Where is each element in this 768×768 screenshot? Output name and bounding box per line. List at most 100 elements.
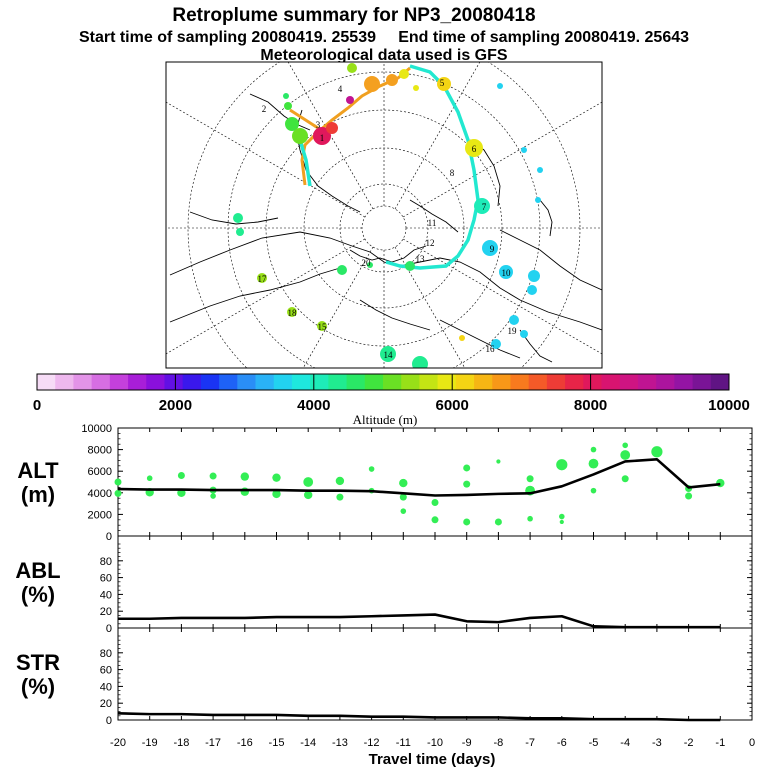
cluster-number-label: 8 [450, 168, 455, 178]
x-tick-label: -17 [205, 737, 221, 749]
cluster-marker [465, 139, 483, 157]
y-axis-label: ALT [17, 458, 59, 483]
cluster-number-label: 18 [288, 308, 298, 318]
panel-abl: 0 20 40 60 80 ABL(%) [15, 535, 753, 635]
cluster-number-label: 4 [338, 84, 343, 94]
colorbar-swatch [346, 374, 366, 390]
x-tick-label: -16 [237, 737, 253, 749]
y-axis-label: STR [16, 650, 60, 675]
coastline [349, 245, 427, 263]
cluster-number-label: 14 [384, 350, 394, 360]
y-tick-label: 8000 [88, 445, 112, 457]
colorbar-swatch [219, 374, 238, 390]
time-series-panels: 0200040006000800010000ALT(m)020406080ABL… [15, 423, 755, 749]
x-tick-label: -15 [269, 737, 285, 749]
scatter-point [463, 464, 471, 472]
colorbar-swatch [128, 374, 147, 390]
cluster-marker [535, 197, 541, 203]
x-tick-label: -6 [557, 737, 567, 749]
scatter-point [240, 472, 249, 481]
cluster-number-label: 7 [482, 202, 487, 212]
x-tick-label: -12 [364, 737, 380, 749]
cluster-marker [367, 262, 373, 268]
colorbar-swatch [255, 374, 275, 390]
cluster-number-label: 12 [426, 238, 435, 248]
cluster-marker [287, 307, 297, 317]
y-axis-unit: (%) [21, 674, 55, 699]
cluster-marker [346, 96, 354, 104]
colorbar-swatch [273, 374, 293, 390]
cluster-marker [313, 127, 331, 145]
figure-title: Retroplume summary for NP3_20080418 [172, 5, 535, 26]
x-tick-label: -20 [110, 737, 126, 749]
scatter-point [463, 480, 471, 488]
panel-str: 0 20 40 60 80 STR(%) [16, 627, 753, 727]
colorbar-swatch [710, 374, 730, 390]
y-tick-label: 0 [106, 715, 112, 727]
scatter-point [685, 492, 693, 500]
cluster-number-label: 5 [440, 78, 445, 88]
coastline [189, 211, 279, 225]
cluster-marker [537, 167, 543, 173]
colorbar-swatch [328, 374, 347, 390]
y-tick-label: 40 [100, 681, 112, 693]
colorbar-swatch [656, 374, 675, 390]
cluster-number-label: 20 [362, 258, 372, 268]
cluster-marker [317, 321, 327, 331]
scatter-point [559, 519, 564, 525]
scatter-point [559, 513, 565, 520]
colorbar-swatch [492, 374, 511, 390]
cluster-marker [326, 122, 338, 134]
cluster-number-label: 15 [318, 322, 328, 332]
coastline [539, 199, 553, 237]
y-tick-label: 60 [100, 573, 112, 585]
scatter-point [177, 472, 185, 480]
scatter-point [527, 515, 533, 522]
scatter-point [590, 446, 597, 453]
map-frame [165, 61, 603, 369]
cluster-marker [285, 117, 299, 131]
scatter-point [496, 459, 501, 464]
scatter-point [463, 518, 471, 526]
colorbar-swatch [383, 374, 402, 390]
colorbar-swatch [237, 374, 256, 390]
cluster-marker [347, 63, 357, 73]
cluster-marker [233, 213, 243, 223]
cluster-number-label: 1 [320, 133, 325, 143]
cluster-marker [337, 265, 347, 275]
colorbar-swatch [291, 374, 311, 390]
colorbar-swatch [91, 374, 111, 390]
cluster-number-label: 13 [416, 254, 426, 264]
x-tick-label: -14 [300, 737, 316, 749]
colorbar-title: Altitude (m) [353, 412, 418, 427]
meridian-line [302, 246, 374, 368]
colorbar-swatch [674, 374, 693, 390]
scatter-point [272, 489, 281, 499]
scatter-point [621, 475, 629, 483]
scatter-point [240, 487, 249, 496]
coastline [499, 229, 602, 291]
cluster-marker [236, 228, 244, 236]
scatter-point [114, 478, 122, 486]
cluster-marker [520, 330, 528, 338]
y-axis-unit: (%) [21, 582, 55, 607]
colorbar-swatch [200, 374, 220, 390]
x-tick-label: -3 [652, 737, 662, 749]
y-tick-label: 40 [100, 589, 112, 601]
scatter-point [400, 508, 407, 514]
cluster-number-label: 6 [472, 144, 477, 154]
y-tick-label: 80 [100, 556, 112, 568]
x-tick-label: -11 [396, 737, 411, 749]
scatter-point [556, 459, 568, 471]
cluster-marker [528, 270, 540, 282]
cluster-number-label: 10 [502, 268, 512, 278]
cluster-marker [257, 273, 267, 283]
x-tick-label: -8 [494, 737, 504, 749]
x-tick-label: -4 [620, 737, 630, 749]
cluster-marker [399, 69, 409, 79]
cluster-marker [364, 76, 380, 92]
x-tick-label: -19 [142, 737, 158, 749]
colorbar-swatch [182, 374, 202, 390]
cluster-marker [437, 77, 451, 91]
